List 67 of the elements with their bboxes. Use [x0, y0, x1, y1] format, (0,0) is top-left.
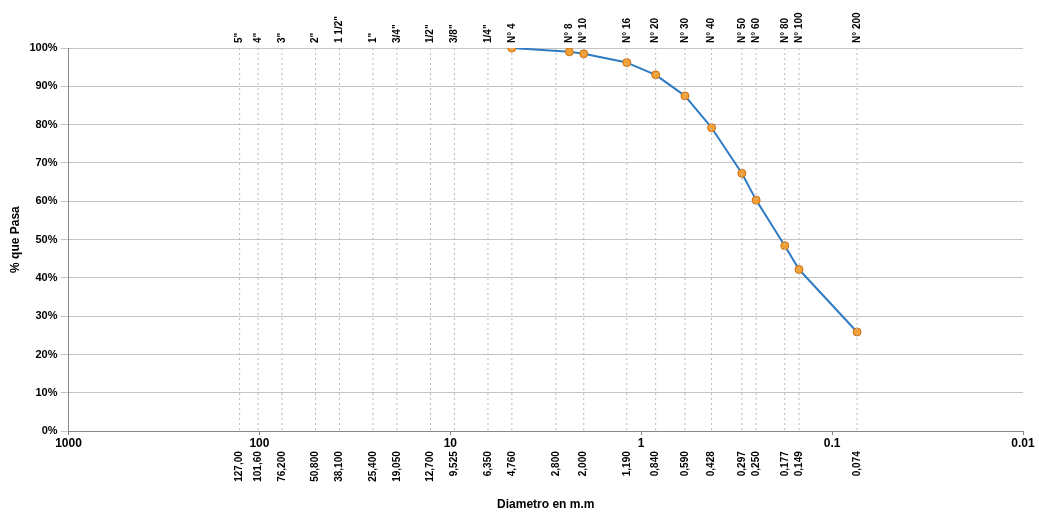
y-tick-label: 40%	[35, 270, 58, 283]
annotation: 4"	[251, 32, 263, 43]
x-axis-title: Diametro en m.m	[497, 497, 595, 512]
ref-line-label: 19,050	[390, 450, 402, 482]
ref-line-label: 6,350	[481, 450, 493, 477]
point	[564, 48, 574, 57]
ref-line-label: 0,177	[778, 450, 790, 477]
x-tick-label: 10	[443, 435, 458, 450]
annotation: N° 200	[850, 11, 862, 43]
ref-line-label: 0,297	[735, 450, 747, 477]
ref-line-label: 0,149	[792, 450, 804, 477]
annotation: 2"	[309, 32, 321, 43]
ref-line-label: 1,190	[620, 450, 632, 477]
annotation: 3/8"	[448, 24, 460, 43]
y-tick-label: 100%	[29, 41, 58, 54]
ref-line-label: 12,700	[424, 450, 436, 482]
ref-line-label: 76,200	[275, 450, 287, 482]
x-tick-label: 100	[249, 435, 270, 450]
annotation: N° 60	[749, 17, 761, 43]
y-tick-label: 30%	[35, 309, 58, 322]
y-tick-label: 0%	[41, 424, 58, 437]
ref-line-label: 4,760	[505, 450, 517, 477]
ref-line-label: 0,074	[850, 450, 862, 477]
annotation: N° 4	[505, 23, 517, 43]
y-tick-label: 50%	[35, 232, 58, 245]
annotation: N° 10	[577, 17, 589, 43]
y-tick-label: 20%	[35, 347, 58, 360]
y-tick-label: 80%	[35, 117, 58, 130]
y-tick-label: 90%	[35, 79, 58, 92]
ref-line-label: 50,800	[309, 450, 321, 482]
annotation: 3/4"	[390, 24, 402, 43]
annotation: N° 100	[792, 11, 804, 43]
ref-line-label: 2,800	[549, 450, 561, 477]
annotation: 1/2"	[424, 24, 436, 43]
y-tick-label: 70%	[35, 155, 58, 168]
x-tick-label: 0.01	[1011, 435, 1035, 450]
ref-line-label: 2,000	[577, 450, 589, 477]
annotation: N° 80	[778, 17, 790, 43]
ref-line-label: 0,428	[705, 450, 717, 477]
ref-line-label: 127,00	[233, 450, 245, 482]
annotation: 1 1/2"	[333, 15, 345, 43]
annotation: N° 20	[649, 17, 661, 43]
point	[651, 70, 661, 80]
x-tick-label: 1	[637, 435, 645, 450]
ref-line-label: 0,250	[749, 450, 761, 477]
annotation: N° 8	[563, 23, 575, 43]
ref-line-label: 101,60	[251, 450, 263, 482]
annotation: 1"	[366, 32, 378, 43]
ref-line-label: 9,525	[448, 450, 460, 477]
annotation: 3"	[275, 32, 287, 43]
annotation: N° 40	[705, 17, 717, 43]
annotation: 1/4"	[481, 24, 493, 43]
annotation: N° 50	[735, 17, 747, 43]
annotation: 5"	[233, 32, 245, 43]
y-tick-label: 10%	[35, 385, 58, 398]
y-tick-label: 60%	[35, 194, 58, 207]
x-tick-label: 1000	[55, 435, 83, 450]
ref-line-label: 0,840	[649, 450, 661, 477]
x-tick-label: 0.1	[823, 435, 841, 450]
annotation: N° 16	[620, 17, 632, 43]
ref-line-label: 38,100	[333, 450, 345, 482]
annotation: N° 30	[678, 17, 690, 43]
ref-line-label: 25,400	[366, 450, 378, 482]
point	[622, 58, 632, 68]
y-axis-title: % que Pasa	[7, 205, 22, 273]
ref-line-label: 0,590	[678, 450, 690, 477]
point	[707, 123, 717, 133]
